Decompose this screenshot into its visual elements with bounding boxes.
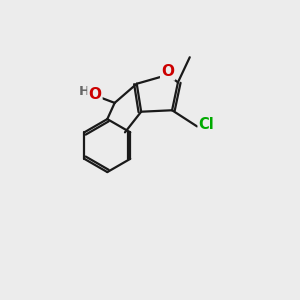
Text: O: O	[88, 87, 101, 102]
Text: O: O	[161, 64, 174, 80]
Text: H: H	[79, 85, 90, 98]
Text: Cl: Cl	[199, 118, 214, 133]
